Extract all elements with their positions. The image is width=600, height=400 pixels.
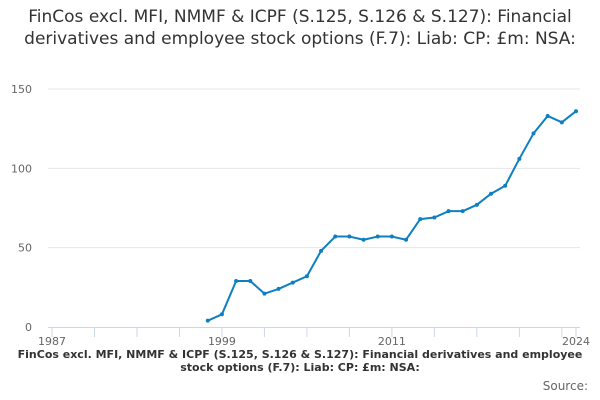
y-tick-label: 100 [11, 162, 32, 175]
x-tick-label: 2011 [378, 335, 406, 345]
data-point [290, 280, 295, 285]
data-point [234, 278, 239, 283]
source-label: Source: [542, 379, 588, 393]
data-point [545, 113, 550, 118]
data-point [333, 234, 338, 239]
data-point [219, 312, 224, 317]
data-point [262, 291, 267, 296]
data-point [574, 109, 578, 114]
x-tick-label: 1999 [208, 335, 236, 345]
series-title: FinCos excl. MFI, NMMF & ICPF (S.125, S.… [17, 348, 583, 374]
data-point [361, 237, 366, 242]
y-tick-label: 50 [18, 242, 32, 255]
data-point [460, 209, 465, 214]
data-line [207, 110, 577, 322]
data-point [375, 234, 380, 239]
y-tick-label: 0 [25, 321, 32, 334]
data-point [503, 183, 508, 188]
data-point [446, 209, 451, 214]
data-point [517, 156, 522, 161]
data-point [347, 234, 352, 239]
data-point [389, 234, 394, 239]
data-point [418, 217, 423, 222]
x-tick-label: 2024 [562, 335, 590, 345]
chart-title: FinCos excl. MFI, NMMF & ICPF (S.125, S.… [24, 7, 576, 49]
data-point [432, 215, 437, 220]
line-chart: 0 50 100 150 1987 1999 2011 2024 [11, 83, 590, 345]
data-point [559, 120, 564, 125]
data-point [489, 191, 494, 196]
y-tick-label: 150 [11, 83, 32, 96]
data-point [304, 274, 309, 279]
x-tick-label: 1987 [38, 335, 66, 345]
data-point [205, 318, 210, 323]
data-point [319, 248, 324, 253]
data-point [404, 237, 409, 242]
data-point [531, 131, 536, 136]
data-point [248, 278, 253, 283]
data-point [474, 202, 479, 207]
data-point [276, 286, 281, 291]
